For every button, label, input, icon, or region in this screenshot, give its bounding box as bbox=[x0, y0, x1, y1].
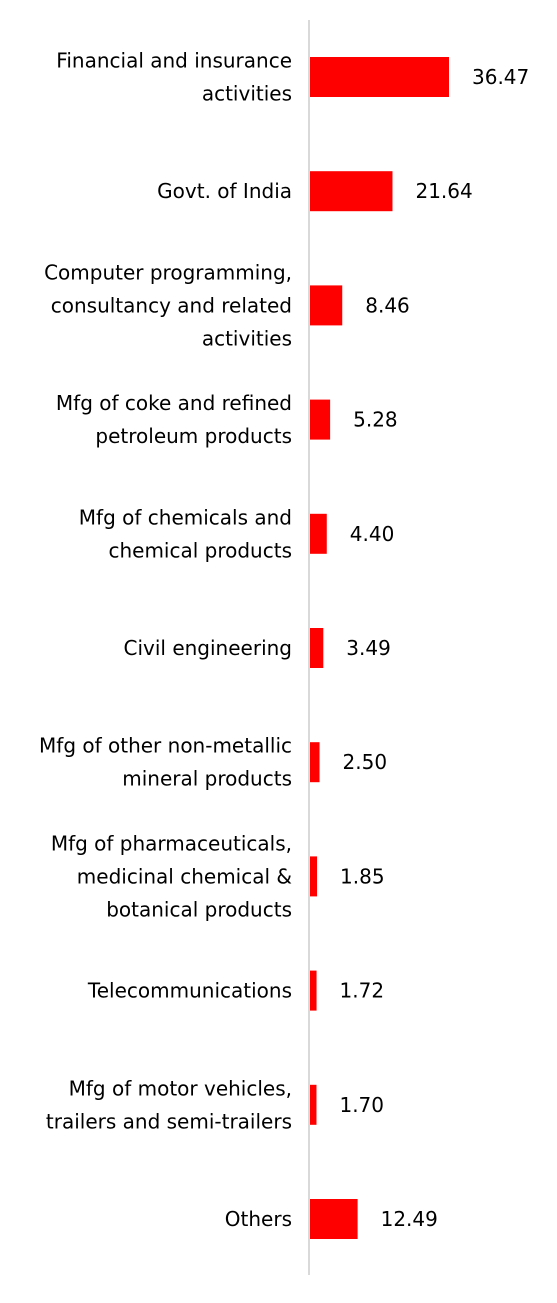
value-label-8: 1.72 bbox=[340, 979, 385, 1003]
bar-6 bbox=[310, 742, 320, 783]
category-labels-layer: Financial and insurance activities Govt. o… bbox=[39, 49, 292, 1232]
category-label-4-line-1: chemical products bbox=[108, 538, 292, 562]
bar-7 bbox=[310, 856, 318, 897]
value-label-10: 12.49 bbox=[381, 1207, 438, 1231]
category-label-4-line-0: Mfg of chemicals and bbox=[79, 505, 292, 529]
category-label-2-line-0: Computer programming, bbox=[44, 260, 292, 284]
bar-8 bbox=[310, 970, 317, 1011]
category-label-7-line-1: medicinal chemical & bbox=[77, 864, 292, 888]
value-label-6: 2.50 bbox=[343, 750, 388, 774]
bars-layer bbox=[310, 57, 449, 1239]
category-label-7: Mfg of pharmaceuticals, medicinal chemica… bbox=[51, 831, 292, 921]
value-label-5: 3.49 bbox=[346, 636, 391, 660]
category-label-1: Govt. of India bbox=[157, 179, 292, 203]
category-label-0-line-0: Financial and insurance bbox=[56, 49, 292, 73]
value-labels-layer: 36.47 21.64 8.46 5.28 4.40 3.49 2.50 1.85 1.72 1.… bbox=[339, 65, 529, 1231]
value-label-0: 36.47 bbox=[472, 65, 529, 89]
category-label-9-line-0: Mfg of motor vehicles, bbox=[69, 1076, 292, 1100]
category-label-6-line-0: Mfg of other non-metallic bbox=[39, 734, 292, 758]
value-label-2: 8.46 bbox=[365, 293, 410, 317]
category-label-2-line-1: consultancy and related bbox=[51, 293, 292, 317]
value-label-1: 21.64 bbox=[415, 179, 472, 203]
category-label-5: Civil engineering bbox=[124, 636, 293, 660]
bar-5 bbox=[310, 628, 324, 668]
category-label-7-line-2: botanical products bbox=[106, 897, 292, 921]
category-label-1-line-0: Govt. of India bbox=[157, 179, 292, 203]
value-label-4: 4.40 bbox=[350, 522, 395, 546]
category-label-5-line-0: Civil engineering bbox=[124, 636, 293, 660]
category-label-0-line-1: activities bbox=[202, 82, 292, 106]
bar-10 bbox=[310, 1199, 358, 1239]
category-label-6: Mfg of other non-metallic mineral product… bbox=[39, 734, 292, 791]
value-label-3: 5.28 bbox=[353, 408, 398, 432]
bar-2 bbox=[310, 285, 343, 326]
category-label-2-line-2: activities bbox=[202, 326, 292, 350]
bar-9 bbox=[310, 1084, 317, 1125]
category-label-0: Financial and insurance activities bbox=[56, 49, 292, 106]
category-label-3-line-0: Mfg of coke and refined bbox=[56, 391, 292, 415]
category-label-7-line-0: Mfg of pharmaceuticals, bbox=[51, 831, 292, 855]
category-label-8: Telecommunications bbox=[87, 979, 292, 1003]
bar-1 bbox=[310, 171, 393, 212]
category-label-3: Mfg of coke and refined petroleum product… bbox=[56, 391, 292, 448]
category-label-10: Others bbox=[225, 1207, 292, 1231]
value-label-9: 1.70 bbox=[339, 1093, 384, 1117]
bar-3 bbox=[310, 399, 331, 440]
category-label-4: Mfg of chemicals and chemical products bbox=[79, 505, 292, 562]
bar-0 bbox=[310, 57, 449, 97]
bar-4 bbox=[310, 513, 327, 554]
category-label-3-line-1: petroleum products bbox=[95, 424, 292, 448]
category-label-2: Computer programming, consultancy and rel… bbox=[44, 260, 292, 350]
category-label-8-line-0: Telecommunications bbox=[87, 979, 292, 1003]
value-label-7: 1.85 bbox=[340, 864, 385, 888]
category-label-9-line-1: trailers and semi-trailers bbox=[46, 1109, 292, 1133]
category-label-9: Mfg of motor vehicles, trailers and semi-… bbox=[46, 1076, 292, 1133]
category-label-6-line-1: mineral products bbox=[122, 767, 292, 791]
category-label-10-line-0: Others bbox=[225, 1207, 292, 1231]
